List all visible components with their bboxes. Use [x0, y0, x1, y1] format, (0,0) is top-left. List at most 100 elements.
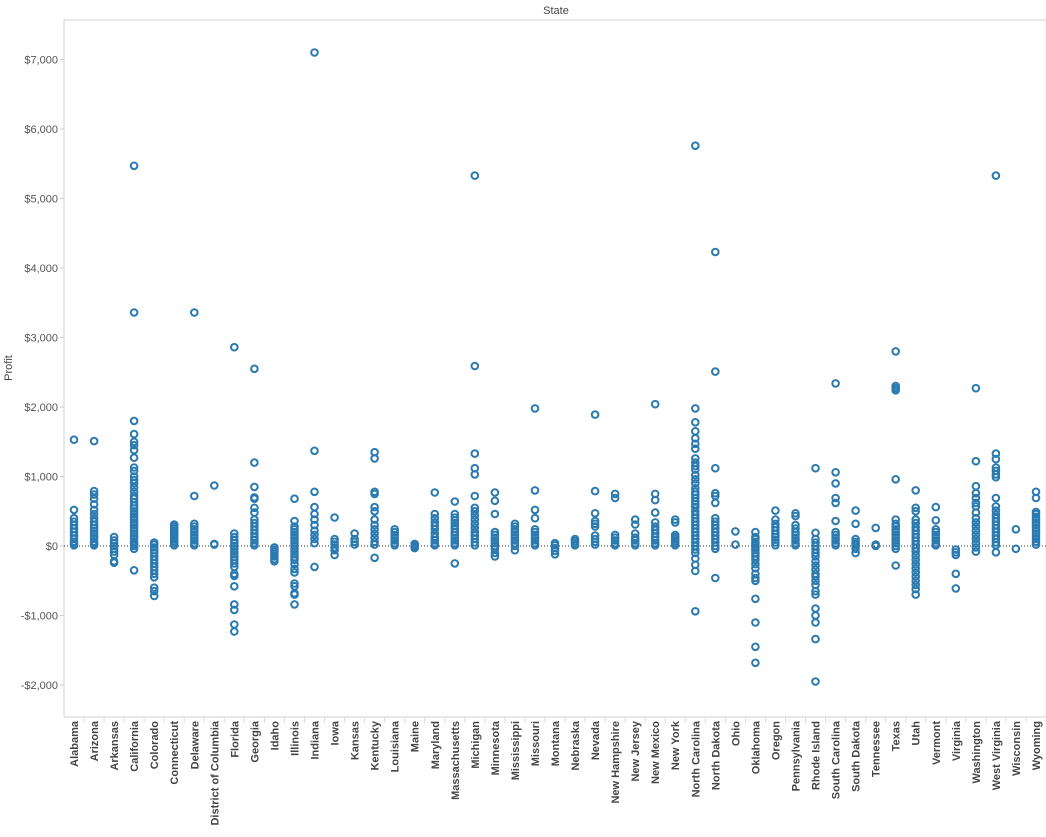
x-category-label: Massachusetts [450, 721, 462, 800]
data-point [971, 498, 981, 508]
data-point [129, 466, 139, 476]
data-point [691, 566, 700, 576]
data-point [691, 548, 700, 558]
x-category-label: New Hampshire [610, 721, 622, 804]
data-point [951, 584, 961, 593]
data-point [911, 576, 921, 586]
data-point [971, 493, 981, 503]
data-point [89, 526, 99, 536]
data-point [129, 429, 139, 439]
data-point [330, 534, 339, 544]
column-header-state: State [543, 5, 569, 17]
data-point [911, 590, 921, 599]
data-point [530, 513, 540, 523]
data-point [190, 522, 199, 531]
x-category-label: Arizona [89, 720, 101, 761]
data-point [891, 475, 901, 484]
data-point [69, 505, 79, 515]
data-point [811, 677, 820, 686]
data-point [129, 479, 139, 488]
data-point [129, 445, 139, 455]
data-point [610, 530, 620, 540]
data-point [149, 586, 159, 596]
data-point [210, 481, 219, 490]
data-point [911, 515, 921, 524]
data-point [630, 541, 640, 550]
data-point [831, 479, 840, 488]
data-point [630, 520, 640, 529]
data-point [129, 501, 139, 511]
data-point [129, 308, 139, 317]
x-category-label: Maryland [430, 721, 442, 769]
data-point [550, 550, 560, 559]
data-point [991, 493, 1001, 503]
data-point [310, 562, 319, 572]
data-point [470, 511, 480, 520]
y-tick-label: -$1,000 [21, 611, 58, 623]
data-point [230, 627, 239, 636]
data-point [751, 559, 760, 569]
y-tick-label: $5,000 [24, 194, 58, 206]
x-category-label: Nebraska [570, 720, 582, 770]
data-point [550, 546, 560, 556]
data-point [911, 551, 921, 561]
data-point [931, 541, 941, 550]
data-point [69, 541, 79, 550]
data-point [891, 544, 901, 554]
data-point [230, 620, 239, 629]
x-category-label: Oklahoma [750, 720, 762, 774]
data-point [951, 545, 961, 554]
data-point [470, 507, 480, 516]
data-point [129, 416, 139, 426]
data-point [610, 541, 620, 550]
data-point [310, 538, 319, 548]
data-point [290, 579, 299, 588]
data-point [490, 536, 500, 545]
data-point [310, 526, 319, 536]
data-point [450, 541, 460, 550]
data-point [290, 555, 299, 565]
data-point [731, 540, 740, 549]
x-category-label: Virginia [951, 720, 963, 761]
x-category-label: Texas [891, 721, 903, 751]
data-point [450, 536, 460, 545]
data-point [310, 487, 319, 497]
data-point [911, 584, 921, 594]
data-point [89, 509, 99, 519]
data-point [971, 383, 981, 393]
x-category-label: Iowa [330, 720, 342, 745]
data-point [190, 308, 199, 317]
x-category-label: South Dakota [851, 720, 863, 792]
x-category-label: Montana [550, 720, 562, 766]
x-category-label: Nevada [590, 720, 602, 760]
data-point [129, 523, 139, 533]
data-point [811, 557, 820, 566]
data-point [590, 522, 600, 531]
data-point [831, 536, 840, 545]
data-point [390, 530, 400, 540]
data-point [190, 491, 199, 501]
data-point [811, 561, 820, 570]
x-category-label: North Dakota [710, 720, 722, 790]
x-category-label: Tennessee [871, 721, 883, 777]
data-point [711, 247, 720, 257]
data-point [390, 536, 400, 545]
data-point [230, 538, 239, 548]
data-point [330, 513, 339, 522]
data-point [691, 454, 700, 463]
data-point [129, 526, 139, 536]
data-point [430, 525, 440, 534]
data-point [470, 361, 480, 371]
data-point [149, 573, 159, 582]
data-point [290, 568, 299, 577]
data-point [470, 538, 480, 547]
data-point [771, 515, 780, 524]
data-point [470, 541, 480, 550]
data-point [330, 545, 339, 555]
data-point [109, 547, 119, 556]
x-category-label: New Jersey [630, 720, 642, 781]
data-point [290, 516, 299, 526]
data-point [109, 538, 119, 548]
data-point [851, 519, 860, 529]
data-point [89, 436, 99, 446]
